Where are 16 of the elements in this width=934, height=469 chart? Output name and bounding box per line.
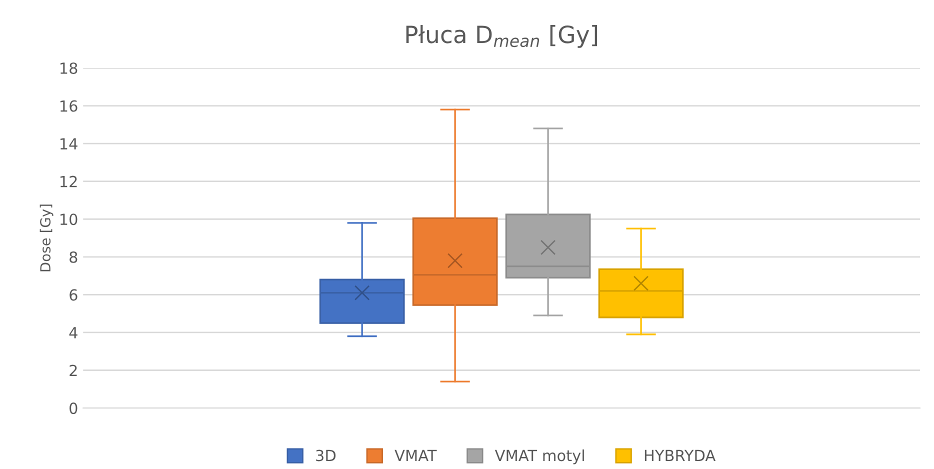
y-tick-label: 10 — [60, 214, 78, 226]
chart-title: Płuca D$_{mean}$ [Gy] — [406, 25, 598, 48]
legend-label: 3D — [316, 450, 336, 462]
y-tick-label: 14 — [60, 138, 78, 150]
y-tick-label: 4 — [69, 327, 78, 338]
y-axis-title: Dose [Gy] — [40, 204, 54, 272]
legend-label: HYBRYDA — [644, 450, 716, 462]
y-tick-label: 0 — [70, 402, 78, 414]
y-tick-label: 2 — [70, 364, 77, 376]
legend-label: VMAT motyl — [494, 449, 584, 464]
legend-label: VMAT — [394, 450, 437, 462]
y-tick-label: 16 — [60, 100, 78, 112]
y-tick-label: 8 — [70, 251, 78, 263]
y-tick-label: 12 — [60, 176, 77, 188]
y-tick-label: 6 — [70, 289, 78, 301]
y-tick-label: 18 — [60, 62, 78, 74]
